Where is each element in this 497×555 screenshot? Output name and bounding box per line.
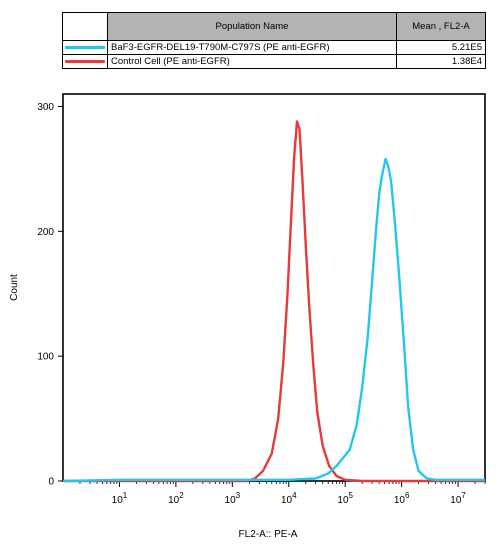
legend-swatch-red xyxy=(65,60,105,63)
legend-table: Population Name Mean , FL2-A BaF3-EGFR-D… xyxy=(62,12,486,69)
x-tick-label: 101 xyxy=(112,491,128,506)
y-tick-label: 100 xyxy=(37,352,54,363)
legend-swatch-cyan xyxy=(65,46,105,49)
plot-frame xyxy=(62,93,486,482)
y-tick-label: 300 xyxy=(37,102,54,113)
y-tick-label: 0 xyxy=(48,477,54,488)
legend-header-blank xyxy=(62,12,108,41)
x-tick-label: 107 xyxy=(450,491,466,506)
x-tick-label: 105 xyxy=(337,491,353,506)
x-tick-label: 104 xyxy=(281,491,297,506)
legend-swatch-cell xyxy=(62,54,108,69)
legend-header-row: Population Name Mean , FL2-A xyxy=(62,12,486,41)
x-tick-label: 102 xyxy=(168,491,184,506)
legend-series-name: Control Cell (PE anti-EGFR) xyxy=(107,54,397,69)
y-tick-label: 200 xyxy=(37,227,54,238)
legend-row: BaF3-EGFR-DEL19-T790M-C797S (PE anti-EGF… xyxy=(62,40,486,55)
y-axis-label: Count xyxy=(9,274,20,301)
legend-series-mean: 5.21E5 xyxy=(396,40,486,55)
legend-series-mean: 1.38E4 xyxy=(396,54,486,69)
legend-swatch-cell xyxy=(62,40,108,55)
x-tick-label: 103 xyxy=(225,491,241,506)
baf3-curve xyxy=(62,157,485,483)
legend-row: Control Cell (PE anti-EGFR) 1.38E4 xyxy=(62,54,486,69)
x-axis-label: FL2-A:: PE-A xyxy=(239,529,298,540)
legend-series-name: BaF3-EGFR-DEL19-T790M-C797S (PE anti-EGF… xyxy=(107,40,397,55)
legend-header-name: Population Name xyxy=(107,12,397,41)
control-cell-curve xyxy=(63,120,485,483)
x-tick-label: 106 xyxy=(394,491,410,506)
legend-header-mean: Mean , FL2-A xyxy=(396,12,486,41)
